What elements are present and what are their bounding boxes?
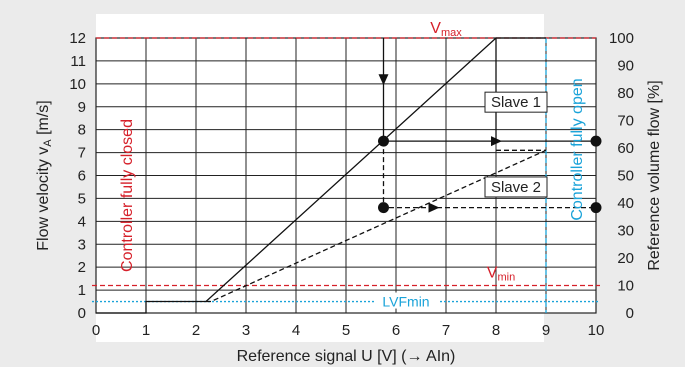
- x-tick-label: 0: [92, 322, 100, 339]
- y-right-tick-label: 10: [617, 278, 634, 295]
- grid: 0 1 2 3 4 5 6 7 8 9 100123456789101112010203040506…: [69, 30, 634, 339]
- y-right-tick-label: 100: [609, 30, 634, 47]
- y-right-tick-label: 0: [626, 305, 634, 322]
- data-marker: [378, 202, 389, 214]
- data-marker: [590, 135, 602, 147]
- data-marker: [590, 202, 602, 214]
- arrow-head: [491, 136, 502, 147]
- y-tick-label: 9: [78, 99, 86, 116]
- y-right-tick-label: 60: [617, 140, 634, 157]
- series-box-label: Slave 1: [491, 94, 541, 111]
- arrow-head: [378, 74, 389, 86]
- vmax-label: Vmax: [430, 20, 462, 39]
- series-line: [96, 37, 546, 314]
- x-tick-label: 1: [142, 322, 150, 339]
- vmin-label: Vmin: [487, 265, 515, 284]
- y-tick-label: 8: [78, 122, 86, 139]
- lvfmin-label-bg: [374, 292, 438, 309]
- x-tick-label: 8: [492, 322, 500, 339]
- data-marker: [378, 135, 389, 147]
- x-tick-label: 7: [442, 322, 450, 339]
- x-tick-label: 5: [342, 322, 350, 339]
- x-tick-label: 2: [192, 322, 200, 339]
- y-right-tick-label: 70: [617, 113, 634, 130]
- y-tick-label: 3: [78, 236, 86, 253]
- series-lines: [96, 37, 547, 314]
- x-tick-label: 9: [542, 322, 550, 339]
- y-tick-label: 7: [78, 145, 86, 162]
- y-axis-title-right: Reference volume flow [%]: [646, 80, 663, 270]
- lvfmin-label: LVFmin: [382, 294, 429, 310]
- y-right-tick-label: 40: [617, 195, 634, 212]
- y-tick-label: 4: [78, 213, 86, 230]
- y-tick-label: 5: [78, 190, 86, 207]
- y-right-tick-label: 50: [617, 168, 634, 185]
- series-box-label-frame: [484, 91, 548, 113]
- markers: [378, 135, 602, 214]
- y-tick-label: 10: [69, 76, 86, 93]
- y-tick-label: 2: [78, 259, 86, 276]
- y-right-tick-label: 80: [617, 85, 634, 102]
- y-axis-title-left: Flow velocity vA [m/s]: [35, 100, 54, 250]
- labels: Vmax Vmin LVFmin Slave 1 Slave 2 Controller f…: [35, 20, 663, 365]
- y-right-tick-label: 30: [617, 223, 634, 240]
- series-line: [206, 149, 547, 303]
- y-tick-label: 11: [70, 53, 86, 70]
- y-right-tick-label: 20: [617, 250, 634, 267]
- x-tick-label: 6: [392, 322, 400, 339]
- x-tick-label: 4: [292, 322, 300, 339]
- x-tick-label: 10: [588, 322, 605, 339]
- series-box-label-frame: [484, 176, 548, 198]
- y-tick-label: 1: [78, 282, 86, 299]
- arrow-head: [428, 202, 440, 213]
- y-tick-label: 0: [78, 305, 86, 322]
- x-tick-label: 3: [242, 322, 250, 339]
- series-box-label: Slave 2: [491, 179, 541, 196]
- controller-closed-label: Controller fully closed: [119, 119, 136, 272]
- y-tick-label: 6: [78, 168, 86, 185]
- y-tick-label: 12: [69, 30, 86, 47]
- controller-open-label: Controller fully open: [569, 78, 586, 220]
- x-axis-title: Reference signal U [V] (→ AIn): [237, 348, 456, 365]
- y-right-tick-label: 90: [617, 58, 634, 75]
